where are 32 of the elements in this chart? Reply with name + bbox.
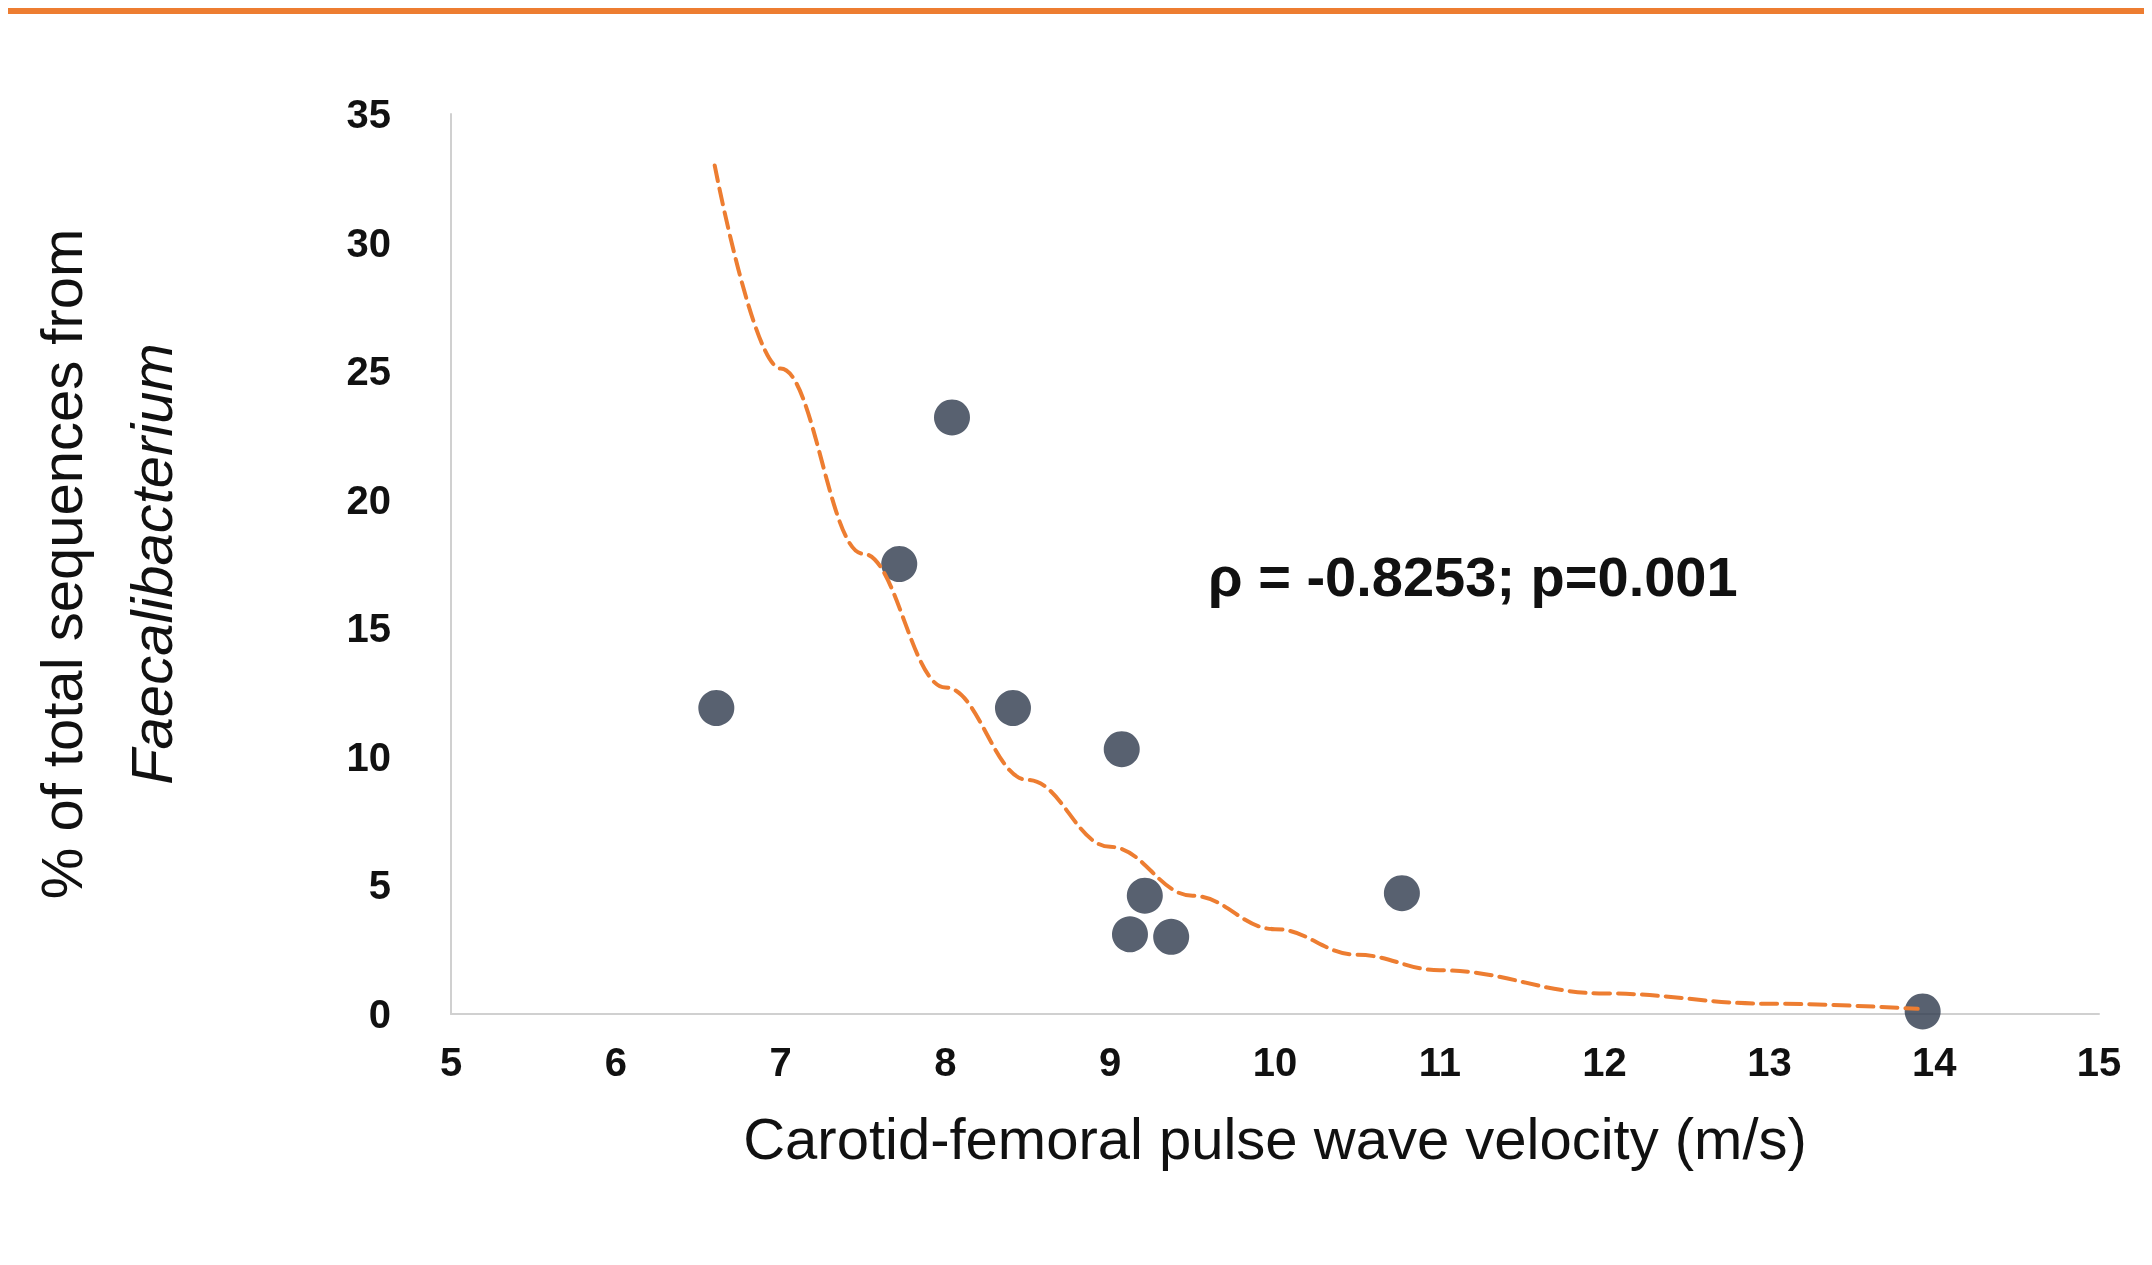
x-tick-label: 7 (769, 1040, 792, 1084)
x-tick-label: 9 (1099, 1040, 1122, 1084)
point (1112, 916, 1148, 953)
y-tick-label: 10 (346, 734, 391, 779)
point (1904, 993, 1941, 1030)
x-tick-label: 11 (1418, 1040, 1461, 1084)
y-tick-label: 15 (346, 606, 391, 651)
y-tick-label: 35 (346, 92, 391, 136)
y-axis-title: % of total sequences from Faecalibacterium (28, 228, 184, 900)
x-tick-label: 6 (604, 1040, 627, 1084)
x-tick-label: 12 (1582, 1040, 1627, 1084)
point (1103, 731, 1140, 768)
point (881, 546, 918, 582)
point (1383, 875, 1420, 912)
x-tick-label: 8 (934, 1040, 957, 1084)
y-tick-label: 0 (368, 992, 391, 1036)
annotation: ρ = -0.8253; p=0.001 (1208, 544, 1738, 608)
point (1153, 918, 1190, 955)
y-tick-label: 30 (346, 220, 391, 265)
x-tick-label: 14 (1911, 1040, 1958, 1084)
y-tick-label: 25 (346, 349, 391, 394)
point (934, 399, 970, 436)
point (698, 690, 735, 726)
x-tick-label: 15 (2076, 1040, 2122, 1084)
y-tick-label: 20 (346, 477, 391, 522)
x-tick-label: 5 (439, 1040, 463, 1084)
point (1126, 877, 1163, 914)
x-axis-title: Carotid-femoral pulse wave velocity (m/s) (743, 1105, 1807, 1171)
point (995, 690, 1031, 726)
y-tick-label: 5 (368, 863, 391, 908)
x-tick-label: 13 (1747, 1040, 1792, 1084)
x-tick-label: 10 (1252, 1040, 1298, 1084)
